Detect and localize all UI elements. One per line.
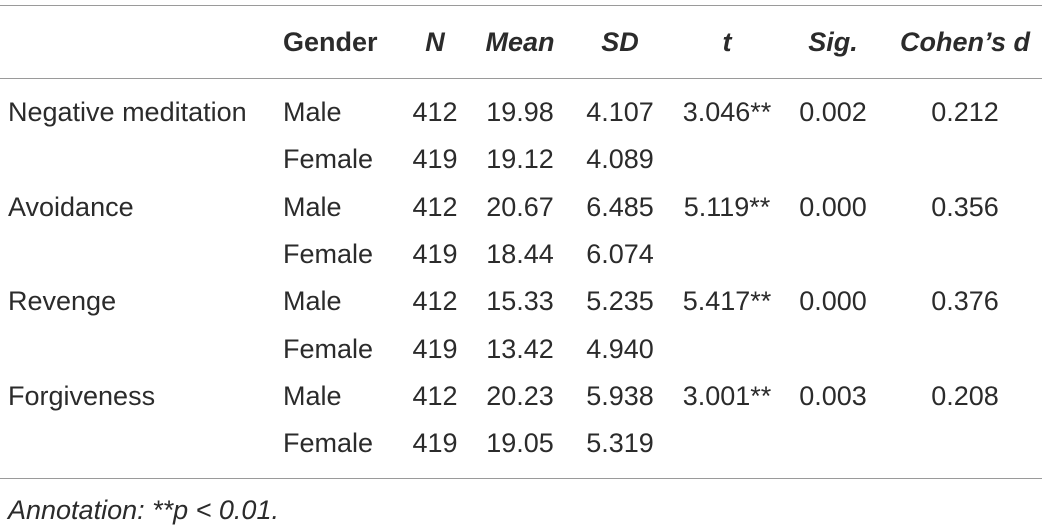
- row-label: Revenge: [8, 286, 117, 317]
- header-cell: N: [425, 27, 445, 57]
- value-cell: 0.356: [931, 191, 999, 222]
- value-cell: 13.42: [486, 333, 554, 364]
- value-cell: 412: [412, 97, 458, 127]
- value-cell: 419: [412, 238, 458, 269]
- value-cell: 18.44: [486, 238, 554, 269]
- value-cell: 0.212: [931, 97, 999, 127]
- header-cell: SD: [601, 27, 639, 57]
- value-cell: 5.938: [586, 380, 654, 411]
- value-cell: 5.119**: [683, 191, 771, 222]
- gender-cell: Female: [283, 333, 374, 364]
- gender-cell: Female: [283, 144, 374, 175]
- gender-cell: Male: [283, 380, 342, 411]
- value-cell: 4.107: [586, 97, 654, 127]
- header-rule: [0, 78, 1042, 79]
- value-cell: 3.001**: [682, 380, 772, 411]
- gender-cell: Male: [283, 191, 342, 222]
- row-label: Negative meditation: [8, 97, 247, 127]
- gender-cell: Female: [283, 428, 374, 459]
- value-cell: 419: [412, 428, 458, 459]
- gender-cell: Male: [283, 97, 342, 127]
- value-cell: 3.046**: [682, 97, 772, 127]
- annotation: Annotation: **p < 0.01.: [8, 495, 279, 525]
- value-cell: 412: [412, 191, 458, 222]
- value-cell: 6.074: [586, 238, 654, 269]
- bottom-rule: [0, 478, 1042, 479]
- value-cell: 419: [412, 333, 458, 364]
- top-rule: [0, 5, 1042, 6]
- header-cell: t: [722, 27, 732, 57]
- value-cell: 0.003: [799, 380, 867, 411]
- value-cell: 19.05: [486, 428, 554, 459]
- gender-cell: Female: [283, 238, 374, 269]
- value-cell: 20.23: [486, 380, 554, 411]
- value-cell: 0.000: [799, 286, 867, 317]
- value-cell: 5.319: [586, 428, 654, 459]
- value-cell: 0.002: [799, 97, 867, 127]
- value-cell: 6.485: [586, 191, 654, 222]
- value-cell: 419: [412, 144, 458, 175]
- value-cell: 0.208: [931, 380, 999, 411]
- value-cell: 4.089: [586, 144, 654, 175]
- value-cell: 412: [412, 286, 458, 317]
- value-cell: 0.376: [931, 286, 999, 317]
- value-cell: 15.33: [486, 286, 554, 317]
- value-cell: 4.940: [586, 333, 654, 364]
- value-cell: 5.235: [586, 286, 654, 317]
- header-cell: Gender: [283, 27, 378, 57]
- value-cell: 412: [412, 380, 458, 411]
- header-cell: Mean: [485, 27, 555, 57]
- row-label: Forgiveness: [8, 380, 156, 411]
- value-cell: 5.417**: [682, 286, 772, 317]
- header-cell: Sig.: [808, 27, 858, 57]
- value-cell: 20.67: [486, 191, 554, 222]
- row-label: Avoidance: [8, 191, 134, 222]
- value-cell: 0.000: [799, 191, 867, 222]
- value-cell: 19.12: [486, 144, 554, 175]
- gender-cell: Male: [283, 286, 342, 317]
- header-cell: Cohen’s d: [899, 27, 1031, 57]
- value-cell: 19.98: [486, 97, 554, 127]
